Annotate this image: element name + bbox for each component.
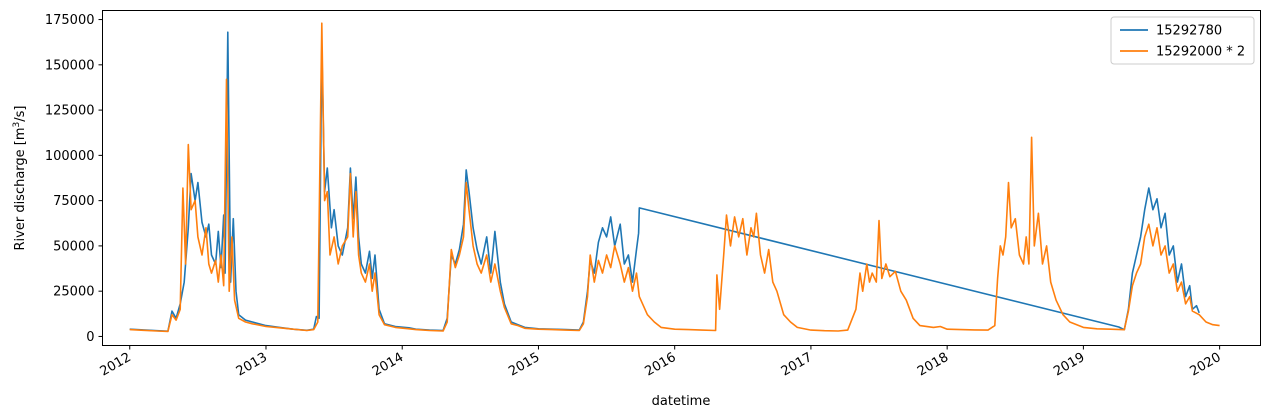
y-tick-label: 125000 bbox=[45, 104, 95, 119]
x-tick-label: 2012 bbox=[98, 350, 134, 380]
y-axis-label-superscript: 3 bbox=[12, 122, 22, 128]
plot-series bbox=[129, 22, 1220, 333]
x-tick-label: 2018 bbox=[915, 350, 951, 380]
y-tick-label: 150000 bbox=[45, 58, 95, 73]
legend: 15292780 15292000 * 2 bbox=[1110, 16, 1255, 65]
legend-box bbox=[1110, 16, 1255, 65]
x-ticks bbox=[129, 345, 1221, 350]
x-axis-label: datetime bbox=[652, 394, 711, 409]
y-tick-label: 50000 bbox=[53, 239, 94, 254]
x-tick-label: 2020 bbox=[1187, 350, 1223, 380]
x-tick-label: 2014 bbox=[370, 350, 406, 380]
y-tick-labels: 0 25000 50000 75000 100000 125000 150000 175000 bbox=[45, 13, 95, 345]
y-tick-label: 75000 bbox=[53, 194, 94, 209]
x-tick-label: 2019 bbox=[1051, 350, 1087, 380]
x-tick-label: 2015 bbox=[506, 350, 542, 380]
y-tick-label: 0 bbox=[86, 330, 94, 345]
y-tick-label: 25000 bbox=[53, 285, 94, 300]
y-axis-label-tail: /s] bbox=[13, 105, 28, 121]
plot-frame bbox=[102, 10, 1261, 346]
y-tick-label: 175000 bbox=[45, 13, 95, 28]
x-tick-label: 2016 bbox=[643, 350, 679, 380]
y-tick-label: 100000 bbox=[45, 149, 95, 164]
series-line-2 bbox=[129, 22, 1220, 333]
x-tick-label: 2013 bbox=[234, 350, 270, 380]
x-tick-labels: 2012 2013 2014 2015 2016 2017 2018 2019 2020 bbox=[98, 350, 1224, 380]
y-axis-label: River discharge [m3/s] bbox=[12, 105, 28, 250]
x-tick-label: 2017 bbox=[779, 350, 815, 380]
legend-label-1: 15292780 bbox=[1156, 24, 1222, 39]
legend-label-2: 15292000 * 2 bbox=[1156, 45, 1245, 60]
series-line-1 bbox=[129, 31, 1200, 332]
y-ticks bbox=[98, 19, 103, 337]
y-axis-label-main: River discharge [m bbox=[13, 127, 28, 250]
